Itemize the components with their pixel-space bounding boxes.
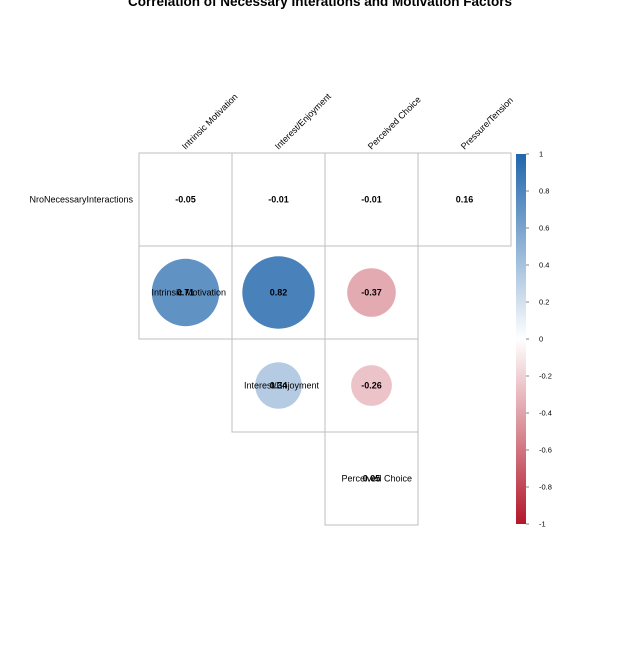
row-label-nronecessaryinteractions: NroNecessaryInteractions [29, 195, 133, 205]
row-label-intrinsic-motivation: Intrinsic Motivation [151, 288, 226, 298]
colorbar-tick-label: -0.2 [539, 372, 552, 381]
row-labels: NroNecessaryInteractions Intrinsic Motiva… [29, 195, 412, 484]
colorbar [516, 154, 526, 524]
colorbar-tick-label: -0.8 [539, 483, 552, 492]
matrix-cell [417, 152, 512, 247]
correlation-value: -0.01 [268, 195, 289, 205]
column-label-perceived-choice: Perceived Choice [366, 94, 423, 151]
correlation-value: 0.34 [270, 381, 288, 391]
chart-title: Correlation of Necessary Interations and… [128, 0, 512, 9]
column-labels: Intrinsic Motivation Interest/Enjoyment Pe… [180, 91, 515, 151]
colorbar-tick-label: -1 [539, 520, 546, 529]
correlation-value: 0.82 [270, 288, 288, 298]
color-legend: 1 0.8 0.6 0.4 0.2 0 -0.2 -0.4 -0.6 -0.8 -1 [516, 150, 552, 529]
colorbar-tick-label: -0.6 [539, 446, 552, 455]
colorbar-tick-label: 0.6 [539, 224, 549, 233]
column-label-interest-enjoyment: Interest/Enjoyment [273, 91, 333, 151]
matrix-grid [138, 152, 512, 526]
correlation-value: -0.01 [361, 195, 382, 205]
colorbar-tick-label: 1 [539, 150, 543, 159]
matrix-cell [324, 431, 419, 526]
column-label-pressure-tension: Pressure/Tension [459, 95, 515, 151]
correlation-value: 0.71 [177, 288, 195, 298]
colorbar-tick-label: 0.4 [539, 261, 549, 270]
correlation-value: -0.37 [361, 288, 382, 298]
correlation-circle [242, 256, 315, 329]
correlation-circle [151, 258, 220, 327]
correlation-value: 0.16 [456, 195, 474, 205]
colorbar-tick-label: -0.4 [539, 409, 552, 418]
correlation-circle [347, 268, 396, 317]
colorbar-tick-label: 0.2 [539, 298, 549, 307]
correlation-circle [351, 365, 392, 406]
column-label-intrinsic-motivation: Intrinsic Motivation [180, 92, 240, 152]
correlation-circles [151, 256, 396, 409]
correlation-circle [255, 362, 302, 409]
colorbar-tick-label: 0 [539, 335, 543, 344]
correlation-value: -0.05 [175, 195, 196, 205]
correlation-values: -0.05 -0.01 -0.01 0.16 0.71 0.82 -0.37 0.34 -0.2… [175, 195, 473, 484]
row-label-perceived-choice: Perceived Choice [341, 474, 412, 484]
row-label-interest-enjoyment: Interest/Enjoyment [244, 381, 320, 391]
correlation-value: 0.05 [363, 474, 381, 484]
colorbar-tick-label: 0.8 [539, 187, 549, 196]
correlation-value: -0.26 [361, 381, 382, 391]
